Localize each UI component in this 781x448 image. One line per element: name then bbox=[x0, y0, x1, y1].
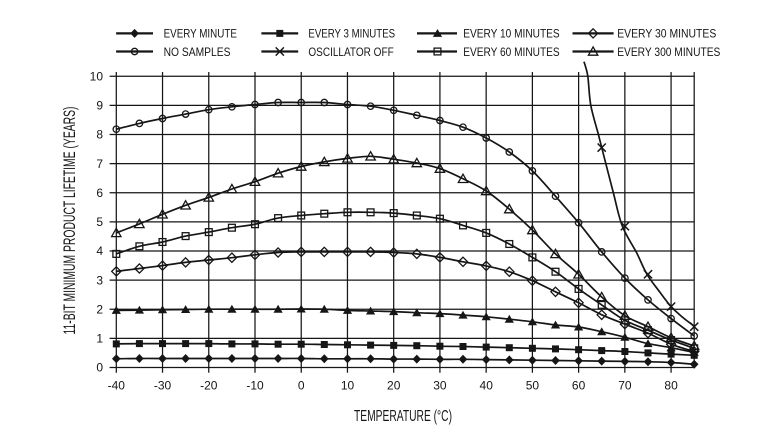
svg-text:80: 80 bbox=[664, 379, 678, 393]
svg-text:40: 40 bbox=[480, 379, 494, 393]
svg-text:OSCILLATOR OFF: OSCILLATOR OFF bbox=[308, 45, 393, 59]
svg-text:7: 7 bbox=[96, 157, 103, 171]
svg-text:3: 3 bbox=[96, 273, 103, 287]
svg-text:4: 4 bbox=[96, 244, 103, 258]
svg-text:-20: -20 bbox=[200, 379, 218, 393]
svg-text:-10: -10 bbox=[246, 379, 264, 393]
svg-text:EVERY MINUTE: EVERY MINUTE bbox=[164, 27, 237, 41]
svg-text:20: 20 bbox=[387, 379, 401, 393]
svg-text:11-BIT MINIMUM PRODUCT LIFETIM: 11-BIT MINIMUM PRODUCT LIFETIME (YEARS) bbox=[61, 107, 79, 335]
svg-text:6: 6 bbox=[96, 186, 103, 200]
svg-text:1: 1 bbox=[96, 332, 103, 346]
svg-text:-40: -40 bbox=[108, 379, 126, 393]
svg-text:EVERY 3 MINUTES: EVERY 3 MINUTES bbox=[308, 27, 395, 41]
svg-text:TEMPERATURE (°C): TEMPERATURE (°C) bbox=[354, 408, 452, 425]
svg-text:30: 30 bbox=[433, 379, 447, 393]
svg-text:70: 70 bbox=[618, 379, 632, 393]
svg-text:50: 50 bbox=[526, 379, 540, 393]
svg-text:0: 0 bbox=[96, 361, 103, 375]
svg-text:EVERY 30 MINUTES: EVERY 30 MINUTES bbox=[617, 27, 716, 41]
svg-text:5: 5 bbox=[96, 215, 103, 229]
svg-text:9: 9 bbox=[96, 99, 103, 113]
svg-text:EVERY 300 MINUTES: EVERY 300 MINUTES bbox=[617, 45, 720, 59]
svg-text:60: 60 bbox=[572, 379, 586, 393]
svg-text:EVERY 60 MINUTES: EVERY 60 MINUTES bbox=[463, 45, 560, 59]
svg-text:2: 2 bbox=[96, 302, 103, 316]
svg-text:8: 8 bbox=[96, 128, 103, 142]
svg-text:NO SAMPLES: NO SAMPLES bbox=[164, 45, 231, 59]
svg-text:EVERY 10 MINUTES: EVERY 10 MINUTES bbox=[463, 27, 560, 41]
svg-text:10: 10 bbox=[341, 379, 355, 393]
svg-text:10: 10 bbox=[90, 69, 104, 83]
svg-text:0: 0 bbox=[298, 379, 305, 393]
svg-text:-30: -30 bbox=[154, 379, 172, 393]
